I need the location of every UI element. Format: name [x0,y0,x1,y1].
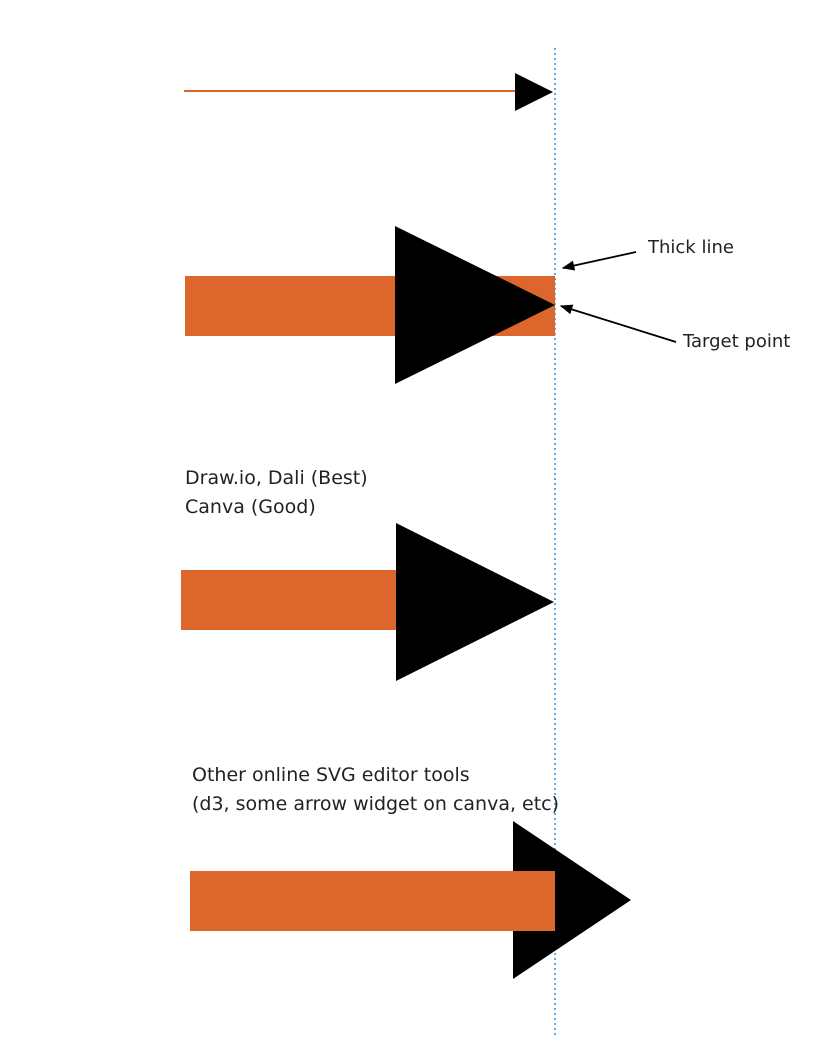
other-tools-arrow-head [513,821,631,979]
target-point-label: Target point [683,331,791,352]
drawio-caption-line-2: Canva (Good) [185,496,316,518]
thick-line-label: Thick line [648,237,734,258]
other-tools-caption-line-1: Other online SVG editor tools [192,764,470,786]
other-tools-caption-line-2: (d3, some arrow widget on canva, etc) [192,793,560,815]
thick-arrow-naive [185,226,555,384]
other-tools-arrow-shaft [190,871,555,931]
drawio-arrow-head [396,523,554,681]
thick-line-callout-arrow [561,251,637,271]
thin-arrow-head [515,73,553,111]
thin-arrow [184,73,553,111]
drawio-caption-line-1: Draw.io, Dali (Best) [185,467,368,489]
target-point-callout-arrow [559,304,677,343]
thick-arrow-naive-head [395,226,555,384]
other-tools-arrow [190,821,631,979]
drawio-dali-canva-arrow [181,523,554,681]
